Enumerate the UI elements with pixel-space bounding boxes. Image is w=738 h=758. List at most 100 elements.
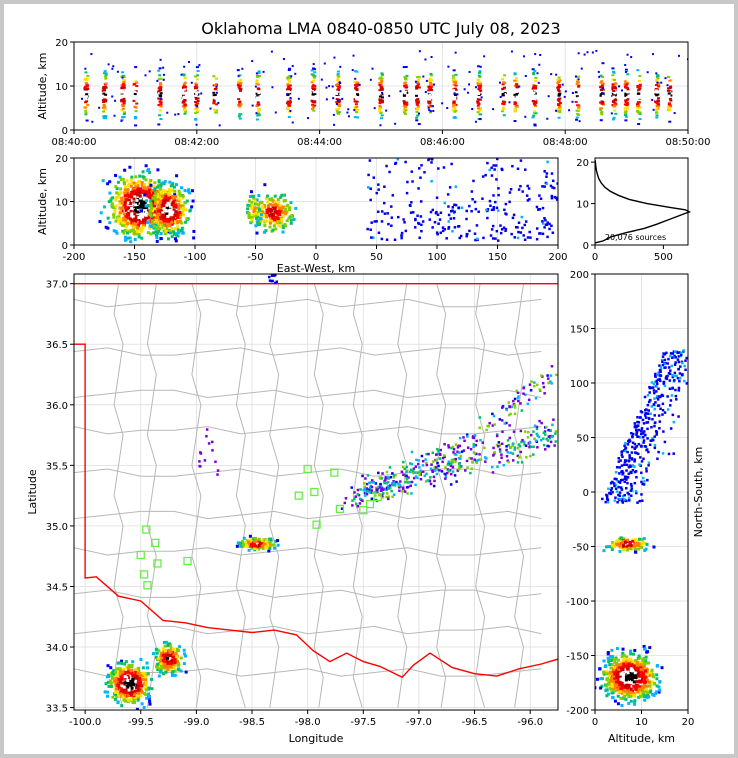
source-point	[183, 83, 187, 86]
source-point	[140, 216, 144, 220]
source-point	[136, 684, 140, 688]
source-point	[103, 108, 107, 111]
source-point	[130, 691, 134, 695]
source-point	[287, 208, 291, 212]
source-point	[198, 460, 201, 463]
source-point	[182, 662, 186, 666]
source-point	[135, 193, 139, 197]
source-point	[196, 100, 200, 103]
source-point	[258, 201, 262, 205]
source-point	[116, 70, 119, 73]
source-point	[508, 436, 512, 440]
source-point	[535, 425, 539, 429]
source-point	[667, 89, 671, 92]
source-point	[214, 460, 217, 464]
source-point	[495, 178, 498, 181]
source-point	[312, 101, 316, 104]
source-point	[417, 112, 420, 115]
source-point	[235, 544, 239, 548]
source-point	[144, 204, 148, 208]
lma-station-marker	[136, 550, 145, 560]
source-point	[355, 105, 359, 108]
source-point	[414, 483, 417, 487]
source-point	[404, 65, 408, 68]
source-point	[445, 237, 448, 240]
source-point	[601, 88, 605, 91]
source-point	[115, 231, 119, 235]
source-point	[161, 653, 165, 657]
source-point	[161, 666, 165, 670]
source-point	[158, 667, 162, 671]
source-point	[613, 664, 617, 668]
source-point	[154, 655, 158, 659]
source-point	[147, 203, 151, 207]
source-point	[515, 83, 519, 86]
source-point	[110, 676, 114, 680]
source-point	[406, 180, 409, 184]
source-point	[499, 231, 503, 235]
source-point	[307, 117, 310, 120]
source-point	[432, 475, 436, 479]
source-point	[196, 102, 200, 105]
source-point	[152, 213, 156, 217]
source-point	[404, 78, 408, 81]
source-point	[541, 232, 545, 236]
source-point	[105, 675, 109, 679]
source-point	[550, 364, 554, 368]
source-point	[601, 94, 605, 97]
source-point	[534, 53, 537, 56]
source-point	[439, 448, 442, 452]
source-point	[194, 83, 198, 86]
source-point	[155, 189, 159, 193]
source-point	[599, 101, 603, 104]
source-point	[170, 213, 174, 217]
source-point	[275, 221, 279, 225]
source-point	[654, 691, 658, 695]
source-point	[554, 196, 558, 200]
source-point	[174, 239, 178, 243]
source-point	[533, 69, 537, 72]
source-point	[269, 198, 273, 202]
source-point	[668, 109, 672, 112]
source-point	[451, 445, 455, 449]
source-point	[257, 547, 261, 551]
source-point	[650, 680, 654, 684]
source-point	[239, 113, 243, 116]
source-point	[473, 200, 477, 204]
source-point	[256, 215, 260, 219]
source-point	[159, 184, 163, 188]
source-point	[177, 207, 181, 211]
source-point	[358, 83, 361, 86]
source-point	[170, 222, 174, 226]
source-point	[278, 221, 282, 225]
x-tick-label: -150	[123, 252, 146, 263]
source-point	[645, 695, 649, 699]
source-point	[603, 672, 607, 676]
source-point	[118, 191, 122, 195]
source-point	[106, 182, 110, 186]
source-point	[492, 454, 495, 457]
source-point	[655, 72, 658, 75]
source-point	[551, 423, 554, 427]
source-point	[114, 185, 118, 189]
source-point	[421, 220, 425, 223]
source-point	[602, 659, 606, 663]
source-point	[526, 184, 529, 188]
source-point	[256, 211, 260, 215]
source-point	[135, 678, 139, 682]
source-point	[191, 199, 195, 203]
source-point	[610, 663, 614, 667]
source-point	[633, 648, 637, 652]
source-point	[121, 104, 125, 107]
source-point	[443, 201, 447, 205]
source-point	[156, 662, 160, 666]
source-point	[513, 73, 517, 76]
source-point	[265, 215, 269, 219]
source-point	[137, 180, 141, 184]
source-point	[374, 494, 377, 497]
source-point	[454, 82, 458, 85]
source-point	[517, 443, 521, 446]
source-point	[667, 92, 671, 95]
source-point	[378, 476, 382, 479]
source-point	[627, 691, 631, 695]
